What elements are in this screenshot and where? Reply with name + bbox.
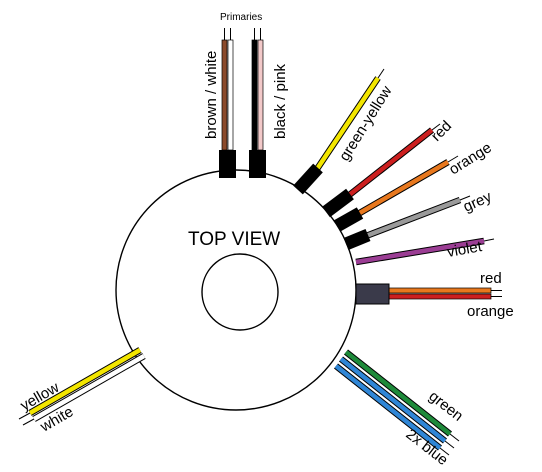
wire-violet	[355, 238, 485, 265]
wire-end-strand	[444, 440, 455, 449]
wire-end-strand	[447, 155, 459, 163]
lead-green-blue	[333, 349, 460, 456]
wire-red	[386, 293, 492, 300]
primary-lead-black-pink	[249, 28, 266, 178]
wire-blue	[334, 364, 442, 450]
wire-yellow	[28, 348, 142, 415]
wire-end-strand	[431, 123, 441, 131]
lead-sleeve	[333, 207, 364, 232]
wire-black	[251, 39, 258, 151]
wire-blue	[339, 357, 447, 443]
wire-end-strand	[377, 68, 385, 79]
lead-orange	[333, 155, 459, 232]
wire-white	[227, 39, 234, 151]
wire-red	[346, 128, 434, 198]
wire-grey	[365, 197, 461, 239]
label-grey: grey	[461, 188, 495, 216]
wire-end-strand	[439, 447, 450, 456]
lead-connector	[355, 283, 390, 305]
primaries-label: Primaries	[220, 12, 262, 23]
wire-yellow	[313, 76, 380, 174]
lead-red-orange	[355, 283, 502, 305]
lead-sleeve	[293, 163, 323, 195]
wire-end-strand	[449, 433, 460, 442]
primary-sleeve	[249, 150, 266, 178]
lead-yellow-white	[18, 347, 146, 426]
wire-pink	[257, 39, 264, 151]
primary-sleeve	[219, 150, 236, 178]
wire-end-strand	[18, 412, 31, 420]
label-violet: violet	[446, 238, 484, 261]
lead-sleeve	[343, 228, 371, 251]
lead-green-yellow	[293, 68, 385, 195]
label-red: red	[428, 117, 455, 144]
lead-sleeve	[322, 188, 354, 218]
primary-lead-brown-white	[219, 28, 236, 178]
label-orange: orange	[446, 139, 495, 178]
wire-end-strand	[22, 418, 35, 426]
lead-grey	[343, 195, 471, 251]
wire-green	[344, 350, 452, 436]
primary-label-brown-white: brown / white	[203, 51, 220, 139]
wire-end-strand	[483, 238, 495, 242]
lead-red	[322, 123, 441, 218]
view-label: TOP VIEW	[188, 229, 280, 250]
primary-label-black-pink: black / pink	[272, 63, 289, 139]
wire-orange	[386, 287, 492, 294]
label-red-top: red	[480, 270, 502, 287]
wire-brown	[221, 39, 228, 151]
wire-white	[32, 354, 146, 421]
toroid-center-hole	[201, 253, 279, 331]
wire-orange	[356, 160, 450, 216]
wire-end-strand	[459, 195, 471, 201]
label-orange-bottom: orange	[467, 303, 514, 320]
lead-violet	[355, 237, 495, 266]
